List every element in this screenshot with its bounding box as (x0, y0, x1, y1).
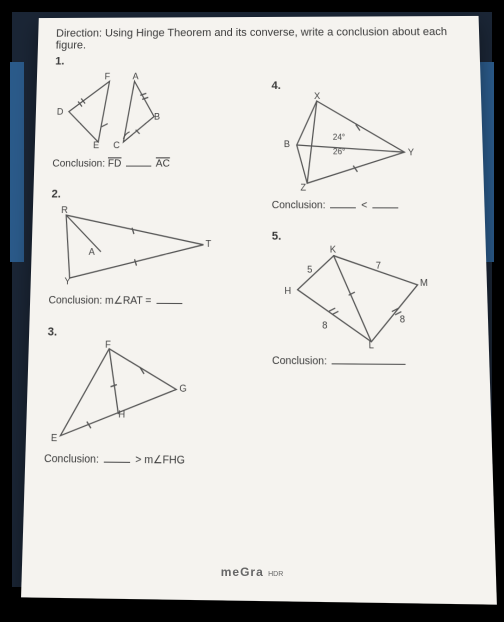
figure-3: F G H E (44, 343, 261, 449)
problem-number: 4. (272, 79, 463, 92)
problem-number: 5. (272, 230, 467, 243)
label-C: C (113, 140, 120, 150)
seg-AC: AC (156, 158, 170, 169)
quad-svg (272, 247, 441, 350)
label-T: T (205, 238, 211, 249)
label-A: A (133, 71, 139, 81)
problem-number: 1. (55, 55, 261, 68)
conclusion-1: Conclusion: FD AC (52, 156, 261, 169)
left-column: 1. (43, 55, 261, 488)
conclusion-prefix: Conclusion: (272, 355, 327, 367)
problem-1: 1. (52, 55, 261, 170)
screen-left-accent (10, 62, 24, 262)
problem-3: 3. F G H (44, 326, 262, 468)
right-column: 4. X B Y (271, 54, 473, 490)
label-L: L (369, 340, 374, 351)
problem-4: 4. X B Y (272, 79, 466, 211)
figure-2: R A T Y (49, 205, 262, 290)
label-F: F (105, 71, 111, 81)
label-D: D (57, 107, 64, 117)
conclusion-3: Conclusion: > m∠FHG (44, 451, 262, 468)
blank-2 (156, 293, 182, 304)
direction-text: Direction: Using Hinge Theorem and its c… (56, 26, 462, 52)
problem-number: 2. (51, 188, 261, 201)
label-H: H (284, 285, 291, 296)
label-H: H (118, 409, 125, 420)
triangle-svg (272, 96, 437, 194)
label-M: M (420, 277, 428, 288)
label-R: R (61, 205, 68, 215)
label-G: G (179, 383, 186, 394)
label-5: 5 (307, 264, 312, 275)
label-B: B (284, 139, 290, 149)
worksheet-page: Direction: Using Hinge Theorem and its c… (21, 16, 497, 605)
conclusion-5: Conclusion: (272, 353, 470, 369)
brand-sub: HDR (268, 571, 283, 578)
label-E: E (51, 432, 58, 443)
conclusion-2: Conclusion: m∠RAT = (48, 293, 261, 308)
label-8a: 8 (322, 320, 327, 331)
blank-4b (372, 198, 398, 209)
monitor-brand: meGra HDR (221, 565, 284, 579)
label-Z: Z (300, 182, 306, 192)
conclusion-4: Conclusion: < (272, 198, 466, 212)
angle-24: 24° (333, 133, 345, 142)
triangle-svg (44, 343, 202, 448)
figure-1: F A D B E C (53, 71, 262, 152)
label-F: F (105, 339, 111, 350)
seg-FD: FD (108, 158, 122, 169)
angle-26: 26° (333, 147, 346, 156)
problem-5: 5. K M H (272, 230, 471, 368)
columns: 1. (43, 54, 473, 490)
problem-2: 2. R A T Y (48, 188, 261, 308)
problem-number: 3. (47, 326, 261, 340)
blank-4a (330, 198, 356, 208)
blank-5 (332, 354, 406, 365)
lt-sign: < (361, 200, 367, 212)
label-Y: Y (64, 276, 70, 287)
monitor-frame: Direction: Using Hinge Theorem and its c… (0, 0, 504, 622)
figure-5: K M H L 5 7 8 8 (272, 247, 470, 350)
label-A: A (89, 246, 95, 257)
blank-3 (104, 452, 130, 463)
conclusion-prefix: Conclusion: m∠RAT = (48, 295, 151, 307)
blank-1 (126, 156, 151, 166)
label-8b: 8 (400, 314, 405, 325)
triangles-svg (53, 71, 215, 152)
label-K: K (330, 244, 336, 255)
brand-text: meGra (221, 565, 264, 579)
label-Y: Y (408, 147, 414, 157)
label-X: X (314, 91, 320, 101)
label-B: B (154, 111, 160, 121)
conclusion-prefix: Conclusion: (44, 453, 99, 466)
label-E: E (93, 140, 99, 150)
angle-FHG: > m∠FHG (135, 454, 185, 467)
label-7: 7 (376, 260, 381, 271)
triangle-svg (49, 205, 224, 290)
figure-4: X B Y Z 24° 26° (272, 96, 466, 194)
conclusion-prefix: Conclusion: (272, 200, 326, 212)
conclusion-prefix: Conclusion: (52, 158, 105, 169)
